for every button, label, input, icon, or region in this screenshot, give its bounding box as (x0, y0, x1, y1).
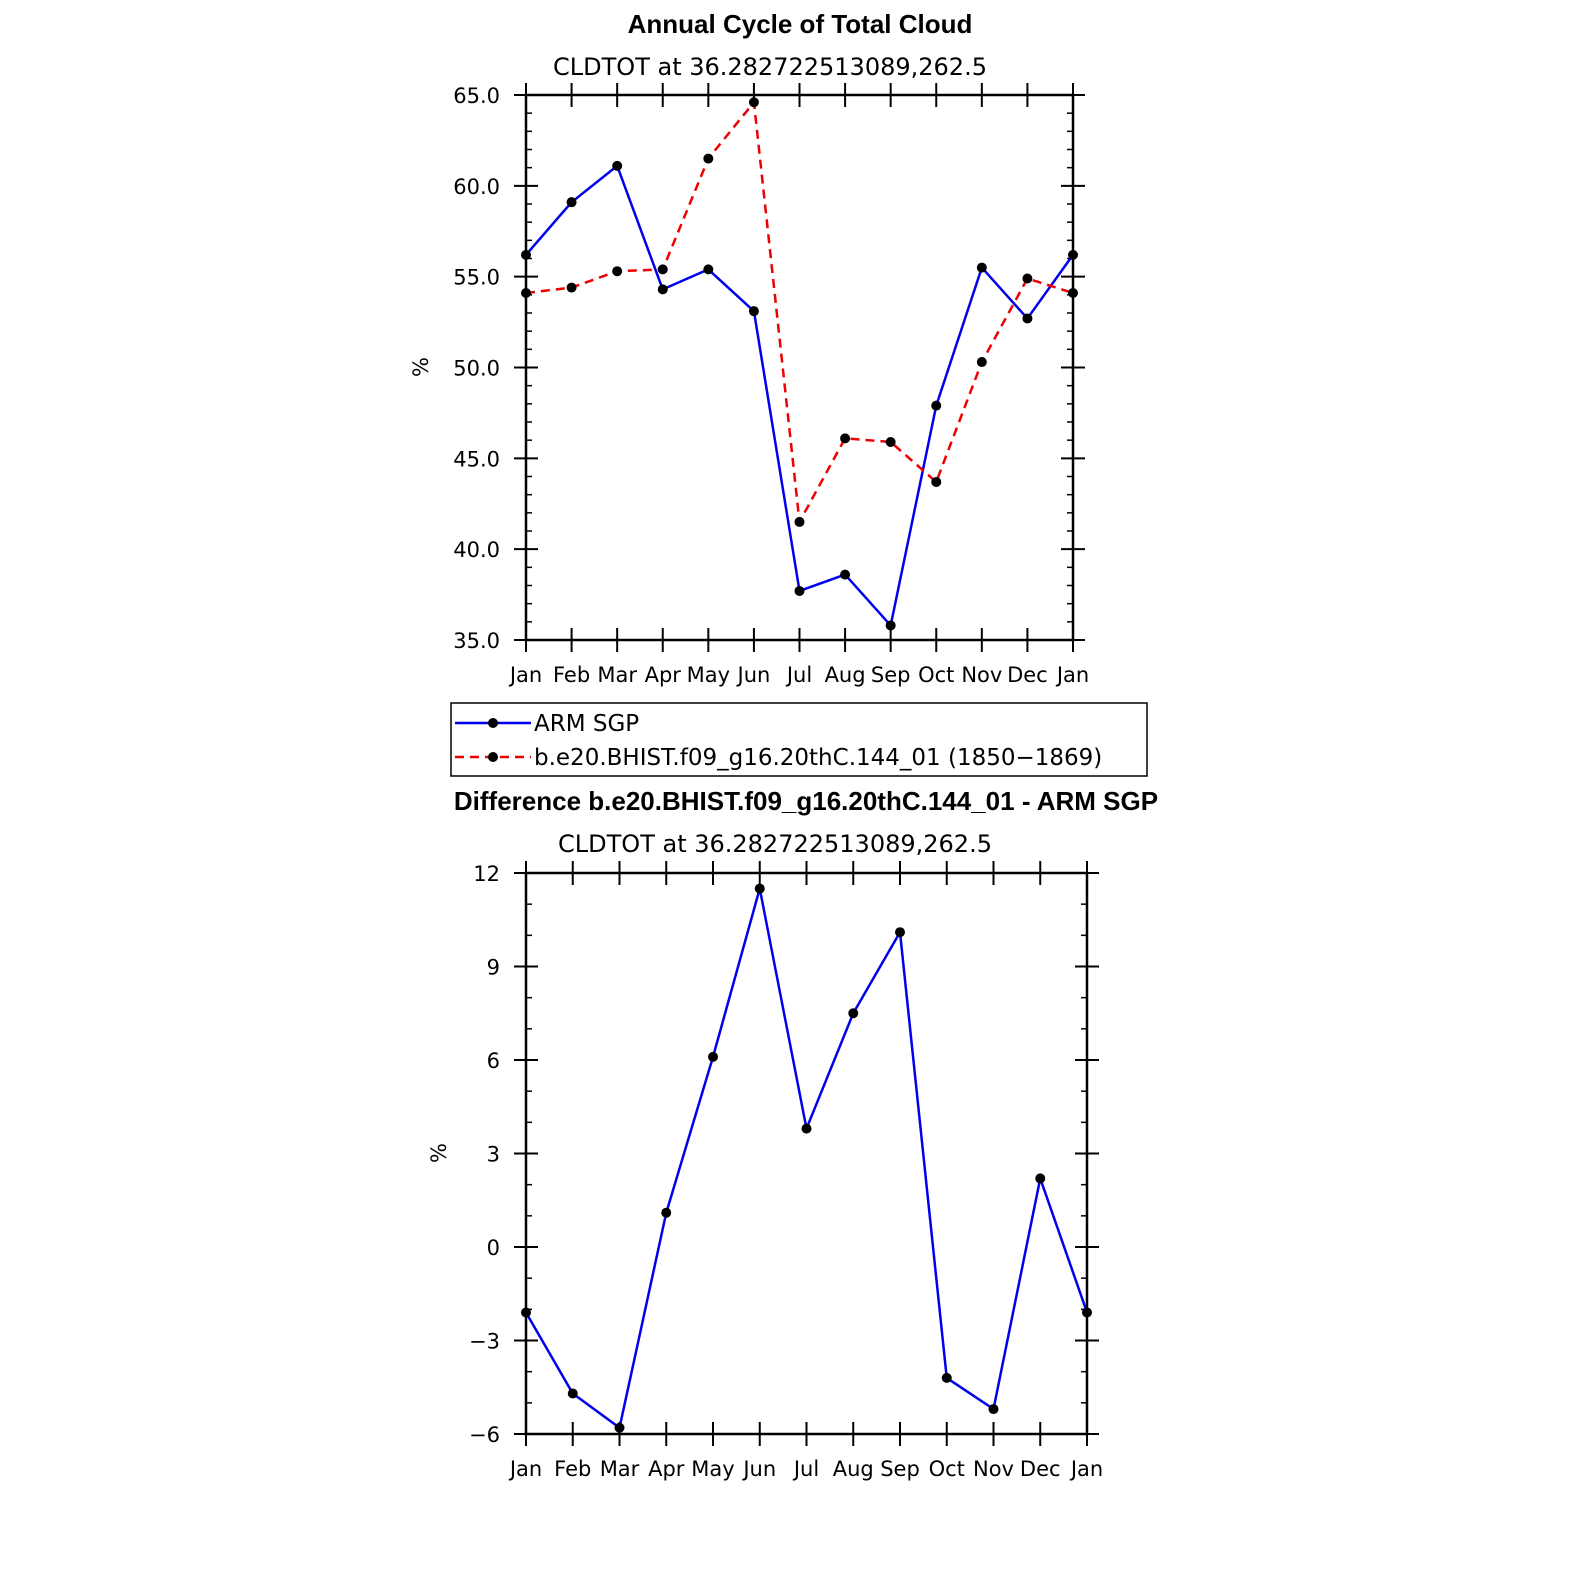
data-point-s0-10 (976, 262, 987, 273)
data-point-s1-12 (1068, 288, 1078, 299)
data-point-s0-11 (1035, 1173, 1046, 1184)
y-tick-label: 3 (487, 1143, 500, 1167)
x-tick-label: Mar (600, 1457, 640, 1481)
x-tick-label: Sep (871, 663, 911, 687)
x-tick-label: Jul (785, 663, 812, 687)
data-point-s0-9 (931, 400, 942, 411)
series-line-1 (525, 101, 1074, 524)
chart-subtitle: CLDTOT at 36.282722513089,262.5 (553, 53, 987, 81)
x-tick-label: Feb (554, 1457, 591, 1481)
legend-marker-model (488, 752, 498, 762)
y-tick-label: −6 (469, 1423, 500, 1447)
y-axis-label: % (409, 357, 433, 377)
x-tick-label: Mar (597, 663, 637, 687)
x-tick-label: Apr (648, 1457, 685, 1481)
y-tick-label: −3 (469, 1330, 500, 1354)
data-point-s0-10 (988, 1404, 999, 1415)
y-tick-label: 65.0 (453, 84, 500, 108)
difference-chart: Difference b.e20.BHIST.f09_g16.20thC.144… (427, 786, 1158, 1481)
x-tick-label: Aug (825, 663, 866, 687)
x-tick-label: Feb (553, 663, 590, 687)
data-point-s1-3 (657, 264, 668, 275)
x-tick-label: Apr (645, 663, 682, 687)
x-tick-label: Jun (736, 663, 771, 687)
data-point-s0-11 (1022, 313, 1033, 324)
data-point-s1-2 (612, 266, 623, 277)
data-point-s1-1 (566, 282, 577, 293)
data-point-s0-6 (801, 1123, 812, 1134)
x-tick-label: Jan (508, 1457, 542, 1481)
x-tick-label: May (687, 663, 730, 687)
data-point-s0-8 (895, 927, 905, 938)
data-point-s0-4 (703, 264, 714, 275)
y-tick-label: 35.0 (453, 629, 500, 653)
x-tick-label: Nov (973, 1457, 1014, 1481)
data-point-s0-7 (848, 1008, 859, 1019)
data-point-s1-10 (976, 357, 987, 368)
y-axis-label: % (427, 1143, 451, 1163)
data-point-s0-5 (754, 883, 765, 894)
x-tick-label: Oct (918, 663, 954, 687)
chart-subtitle: CLDTOT at 36.282722513089,262.5 (558, 830, 992, 858)
legend-box (450, 702, 1148, 777)
data-point-s0-12 (1068, 249, 1078, 260)
data-point-s0-12 (1082, 1307, 1092, 1318)
data-point-s0-0 (521, 1307, 531, 1318)
data-point-s0-9 (941, 1372, 952, 1383)
x-tick-label: Jan (1069, 1457, 1103, 1481)
legend: ARM SGP b.e20.BHIST.f09_g16.20thC.144_01… (450, 702, 1148, 777)
y-tick-label: 55.0 (453, 266, 500, 290)
data-point-s1-4 (703, 153, 714, 164)
legend-label-arm: ARM SGP (534, 711, 639, 737)
x-tick-label: May (691, 1457, 734, 1481)
series-line-0 (524, 887, 1089, 1430)
x-tick-label: Nov (961, 663, 1002, 687)
y-tick-label: 40.0 (453, 538, 500, 562)
data-point-s0-3 (661, 1207, 672, 1218)
data-point-s0-2 (612, 160, 623, 171)
data-point-s0-8 (885, 620, 896, 631)
x-tick-label: Dec (1007, 663, 1048, 687)
data-point-s1-0 (521, 288, 531, 299)
x-tick-label: Jan (508, 663, 542, 687)
x-tick-label: Jul (792, 1457, 819, 1481)
y-tick-label: 50.0 (453, 357, 500, 381)
plot-frame (524, 871, 1089, 1436)
data-point-s1-8 (885, 436, 896, 447)
x-tick-label: Oct (929, 1457, 965, 1481)
x-tick-label: Sep (880, 1457, 920, 1481)
data-point-s1-6 (794, 516, 805, 527)
data-point-s0-5 (748, 306, 759, 317)
y-tick-label: 6 (487, 1049, 500, 1073)
data-point-s0-2 (614, 1422, 625, 1433)
data-point-s0-0 (521, 249, 531, 260)
data-point-s1-7 (840, 433, 851, 444)
data-point-s1-5 (748, 97, 759, 108)
y-tick-label: 45.0 (453, 447, 500, 471)
data-point-s0-4 (708, 1051, 718, 1062)
data-point-s0-1 (567, 1388, 578, 1399)
data-point-s0-6 (794, 585, 805, 596)
data-point-s0-3 (657, 284, 668, 295)
y-tick-label: 60.0 (453, 175, 500, 199)
legend-marker-arm (488, 718, 498, 728)
plot-frame (524, 93, 1075, 642)
chart-title: Difference b.e20.BHIST.f09_g16.20thC.144… (454, 786, 1158, 816)
y-tick-label: 9 (487, 956, 500, 980)
y-tick-label: 0 (487, 1236, 500, 1260)
x-tick-label: Aug (833, 1457, 874, 1481)
data-point-s1-11 (1022, 273, 1033, 284)
legend-label-model: b.e20.BHIST.f09_g16.20thC.144_01 (1850−1… (534, 745, 1102, 771)
data-point-s1-9 (931, 476, 942, 487)
y-tick-label: 12 (473, 862, 500, 886)
data-point-s0-7 (840, 569, 851, 580)
x-tick-label: Jun (741, 1457, 776, 1481)
annual-cycle-chart: Annual Cycle of Total Cloud CLDTOT at 36… (409, 9, 1089, 687)
data-point-s0-1 (566, 197, 577, 208)
x-tick-label: Dec (1020, 1457, 1061, 1481)
chart-title: Annual Cycle of Total Cloud (628, 9, 973, 39)
x-tick-label: Jan (1055, 663, 1089, 687)
series-line-0 (525, 164, 1075, 627)
